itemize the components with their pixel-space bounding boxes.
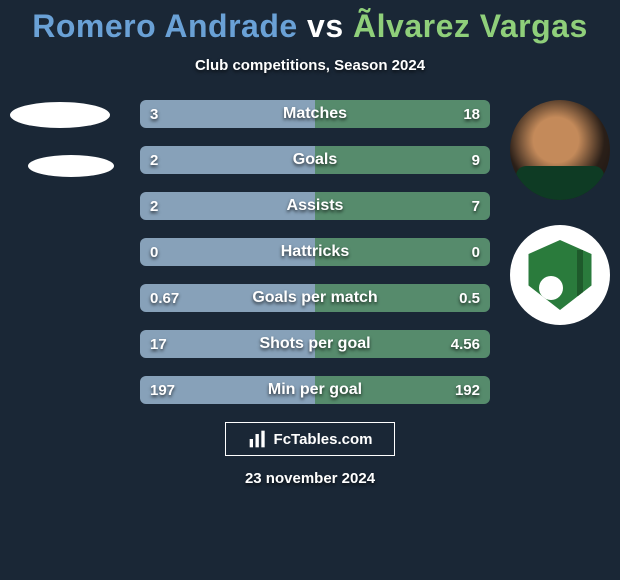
- club-crest-shape: [525, 240, 595, 310]
- stat-bar-right: [315, 100, 490, 128]
- stat-bar-right: [315, 376, 490, 404]
- player2-avatar: [510, 100, 610, 200]
- stat-row: Shots per goal174.56: [140, 330, 490, 358]
- brand-footer: FcTables.com: [225, 422, 395, 456]
- stat-bar-left: [140, 376, 315, 404]
- stat-row: Hattricks00: [140, 238, 490, 266]
- stat-bar-right: [315, 330, 490, 358]
- crest-tower-icon: [577, 250, 583, 296]
- title-player2: Ãlvarez Vargas: [353, 8, 588, 44]
- comparison-body: Matches318 Goals29 Assists27 Hattricks00 Goa…: [0, 100, 620, 404]
- stat-row: Goals29: [140, 146, 490, 174]
- player1-club-placeholder: [28, 155, 114, 177]
- stat-bar-left: [140, 284, 315, 312]
- stat-row: Min per goal197192: [140, 376, 490, 404]
- stat-bar-left: [140, 146, 315, 174]
- title-player1: Romero Andrade: [32, 8, 297, 44]
- stat-bar-right: [315, 284, 490, 312]
- brand-text: FcTables.com: [274, 431, 373, 448]
- stat-bar-left: [140, 330, 315, 358]
- stat-row: Matches318: [140, 100, 490, 128]
- stat-bar-left: [140, 238, 315, 266]
- stat-bar-left: [140, 192, 315, 220]
- comparison-subtitle: Club competitions, Season 2024: [0, 57, 620, 74]
- stat-row: Assists27: [140, 192, 490, 220]
- stat-bar-left: [140, 100, 315, 128]
- player1-avatar-placeholder: [10, 102, 110, 128]
- title-vs: vs: [307, 8, 344, 44]
- footer-date: 23 november 2024: [0, 470, 620, 487]
- stat-rows: Matches318 Goals29 Assists27 Hattricks00 Goa…: [140, 100, 490, 404]
- bars-icon: [248, 429, 268, 449]
- stat-row: Goals per match0.670.5: [140, 284, 490, 312]
- stat-bar-right: [315, 192, 490, 220]
- stat-bar-right: [315, 238, 490, 266]
- stat-bar-right: [315, 146, 490, 174]
- player2-club-crest: [510, 225, 610, 325]
- comparison-title: Romero Andrade vs Ãlvarez Vargas: [0, 0, 620, 45]
